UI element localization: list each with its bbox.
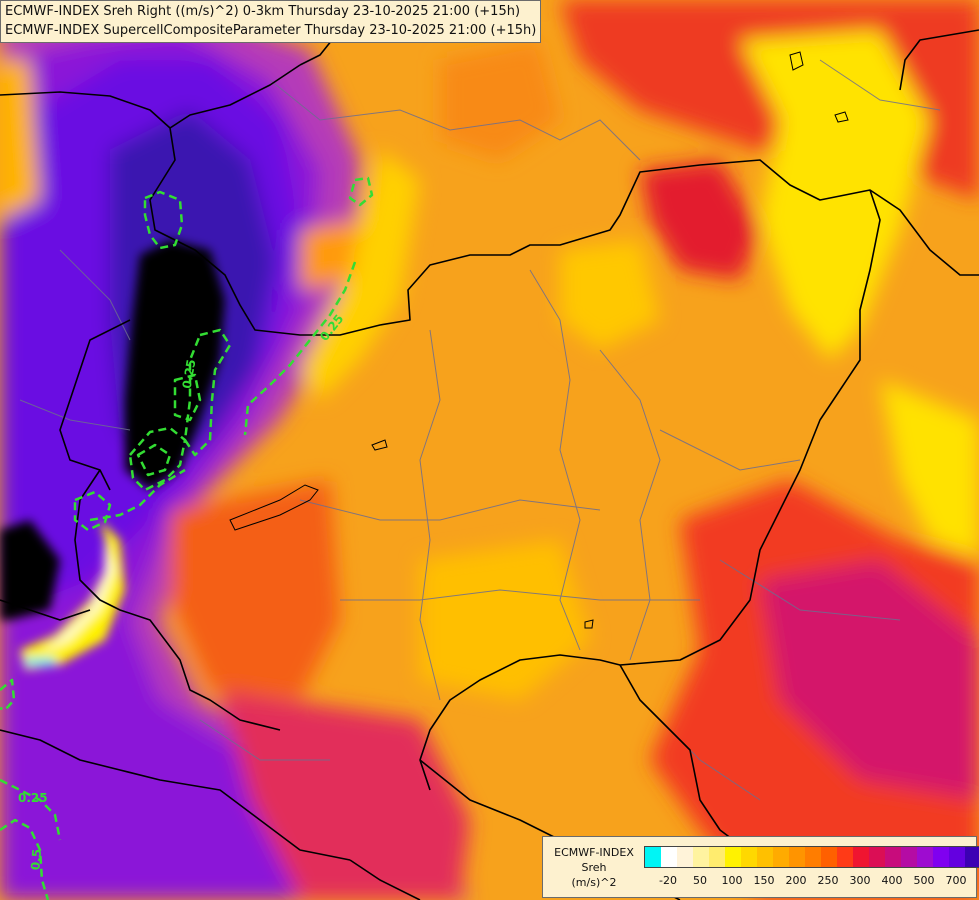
header-line-sreh: ECMWF-INDEX Sreh Right ((m/s)^2) 0-3km T… [5,4,521,19]
legend-ticks: -20 50 100 150 200 250 300 400 500 700 [644,874,974,888]
legend-title: ECMWF-INDEX Sreh (m/s)^2 [547,845,641,890]
legend-tick-label: 500 [913,874,935,887]
legend-title-source: ECMWF-INDEX [554,846,634,859]
legend-swatch [885,847,901,867]
region-boundaries [19,59,941,801]
legend-swatch [901,847,917,867]
legend-swatch [933,847,949,867]
legend-tick-label: 700 [945,874,967,887]
color-legend: ECMWF-INDEX Sreh (m/s)^2 -20 50 100 150 200 2… [542,836,979,898]
legend-swatch [677,847,693,867]
map-header: ECMWF-INDEX Sreh Right ((m/s)^2) 0-3km T… [0,0,542,43]
legend-color-bar [644,846,979,868]
legend-swatch [853,847,869,867]
legend-swatch [837,847,853,867]
legend-swatch [757,847,773,867]
legend-swatch [965,847,979,867]
legend-tick-label: 300 [849,874,871,887]
legend-tick-label: 100 [721,874,743,887]
legend-swatch [661,847,677,867]
legend-tick-label: -20 [659,874,677,887]
lake-outlines [229,51,849,629]
legend-swatch [805,847,821,867]
legend-tick-label: 150 [753,874,775,887]
legend-title-unit: (m/s)^2 [571,876,617,889]
legend-swatch [949,847,965,867]
legend-swatch [645,847,661,867]
legend-swatch [709,847,725,867]
contour-label: 0.25 [18,791,48,805]
legend-swatch [789,847,805,867]
legend-swatch [773,847,789,867]
legend-swatch [725,847,741,867]
header-line-scp: ECMWF-INDEX SupercellCompositeParameter … [5,23,537,38]
legend-swatch [741,847,757,867]
legend-swatch [869,847,885,867]
legend-title-variable: Sreh [581,861,607,874]
legend-swatch [821,847,837,867]
legend-swatch [917,847,933,867]
scp-contours [0,176,374,900]
legend-tick-label: 50 [693,874,707,887]
legend-tick-label: 250 [817,874,839,887]
legend-tick-label: 200 [785,874,807,887]
legend-swatch [693,847,709,867]
contour-label: 0.25 [180,358,199,390]
legend-tick-label: 400 [881,874,903,887]
contour-label: 0.5 [28,848,44,870]
